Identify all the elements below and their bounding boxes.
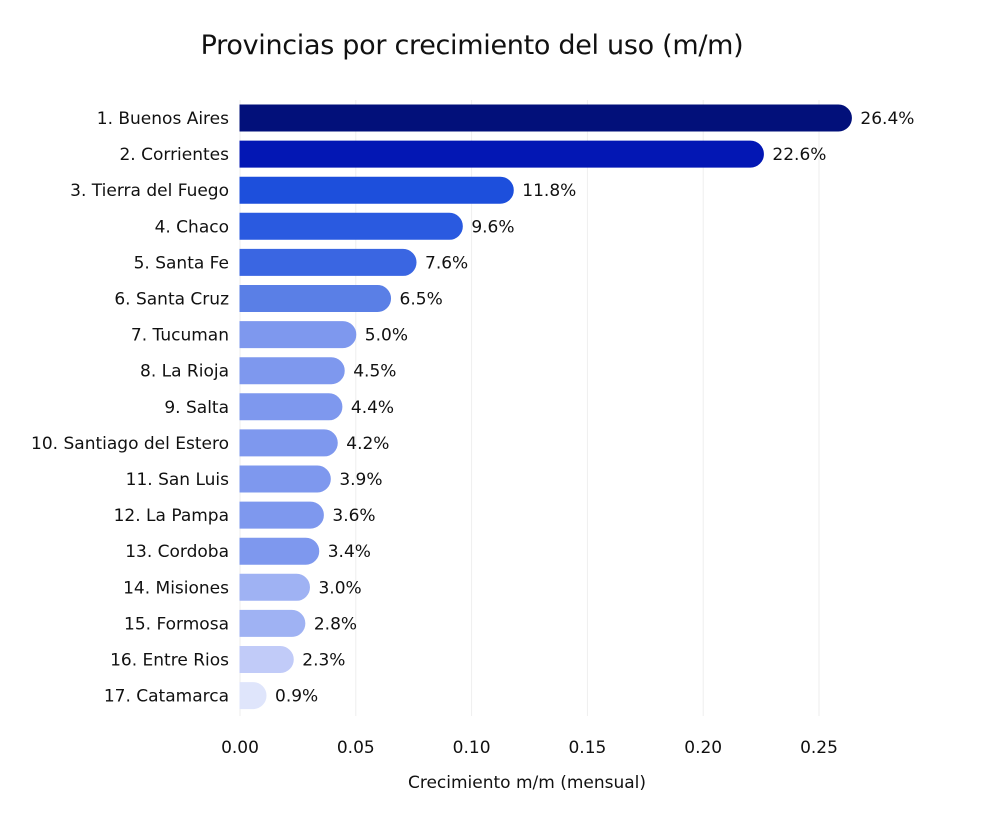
category-labels: 1. Buenos Aires 2. Corrientes 3. Tierra de… xyxy=(31,109,229,707)
bar xyxy=(239,248,417,276)
value-label: 4.4% xyxy=(351,398,394,418)
category-label: 13. Cordoba xyxy=(125,542,229,562)
bar xyxy=(239,104,852,132)
category-label: 5. Santa Fe xyxy=(134,253,229,273)
x-tick-label: 0.05 xyxy=(337,738,375,758)
bar xyxy=(239,285,392,312)
value-label: 22.6% xyxy=(772,145,826,165)
bar xyxy=(239,140,764,168)
bars xyxy=(239,104,852,710)
bar xyxy=(239,573,310,601)
category-label: 9. Salta xyxy=(164,398,229,418)
chart-title: Provincias por crecimiento del uso (m/m) xyxy=(200,30,744,61)
value-label: 2.8% xyxy=(314,614,357,634)
value-label: 3.4% xyxy=(328,542,371,562)
category-label: 8. La Rioja xyxy=(140,362,229,382)
category-label: 3. Tierra del Fuego xyxy=(70,181,229,201)
bar xyxy=(239,393,343,421)
value-label: 3.0% xyxy=(318,578,361,598)
bar xyxy=(239,176,514,204)
bar xyxy=(239,501,324,529)
value-label: 7.6% xyxy=(425,253,468,273)
bar xyxy=(239,537,320,565)
x-tick-labels: 0.00 0.05 0.10 0.15 0.20 0.25 xyxy=(221,738,838,758)
bar xyxy=(239,609,306,637)
category-label: 7. Tucuman xyxy=(131,326,229,346)
x-tick-label: 0.10 xyxy=(453,738,491,758)
category-label: 4. Chaco xyxy=(155,217,229,237)
bar xyxy=(239,212,463,240)
value-label: 4.5% xyxy=(353,362,396,382)
x-tick-label: 0.25 xyxy=(800,738,838,758)
value-labels: 26.4% 22.6% 11.8% 9.6%7.6% 6.5% 5.0% 4.5% 4.4% 4… xyxy=(275,109,914,707)
value-label: 3.6% xyxy=(332,506,375,526)
value-label: 26.4% xyxy=(860,109,914,129)
value-label: 9.6% xyxy=(471,217,514,237)
category-label: 2. Corrientes xyxy=(119,145,229,165)
value-label: 0.9% xyxy=(275,687,318,707)
category-label: 10. Santiago del Estero xyxy=(31,434,229,454)
category-label: 16. Entre Rios xyxy=(110,651,229,671)
category-label: 14. Misiones xyxy=(123,578,229,598)
bar xyxy=(239,429,338,457)
bar xyxy=(239,682,267,710)
category-label: 12. La Pampa xyxy=(114,506,229,526)
bar xyxy=(239,465,331,493)
value-label: 3.9% xyxy=(339,470,382,490)
x-tick-label: 0.20 xyxy=(684,738,722,758)
x-tick-label: 0.15 xyxy=(568,738,606,758)
category-label: 6. Santa Cruz xyxy=(114,290,229,310)
category-label: 15. Formosa xyxy=(124,614,229,634)
value-label: 6.5% xyxy=(400,290,443,310)
value-label: 4.2% xyxy=(346,434,389,454)
x-axis-title: Crecimiento m/m (mensual) xyxy=(408,773,646,793)
x-tick-label: 0.00 xyxy=(221,738,259,758)
category-label: 17. Catamarca xyxy=(104,687,229,707)
category-label: 1. Buenos Aires xyxy=(97,109,229,129)
value-label: 11.8% xyxy=(522,181,576,201)
bar xyxy=(239,646,294,673)
bar xyxy=(239,357,345,385)
value-label: 2.3% xyxy=(302,651,345,671)
category-label: 11. San Luis xyxy=(126,470,229,490)
bar xyxy=(239,321,357,349)
value-label: 5.0% xyxy=(365,326,408,346)
